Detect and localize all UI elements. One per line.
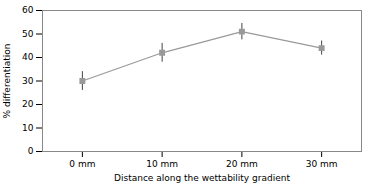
svg-text:Distance along the wettability: Distance along the wettability gradient: [114, 173, 290, 183]
svg-text:10 mm: 10 mm: [146, 159, 178, 169]
svg-text:0 mm: 0 mm: [69, 159, 95, 169]
svg-text:20 mm: 20 mm: [226, 159, 258, 169]
svg-text:30: 30: [22, 76, 34, 86]
svg-text:30 mm: 30 mm: [306, 159, 338, 169]
svg-text:0: 0: [28, 146, 34, 156]
svg-text:10: 10: [22, 123, 34, 133]
svg-text:% differentiation: % differentiation: [2, 44, 12, 119]
svg-text:40: 40: [22, 52, 34, 62]
svg-text:60: 60: [22, 5, 34, 15]
svg-text:50: 50: [22, 29, 34, 39]
svg-text:20: 20: [22, 99, 34, 109]
